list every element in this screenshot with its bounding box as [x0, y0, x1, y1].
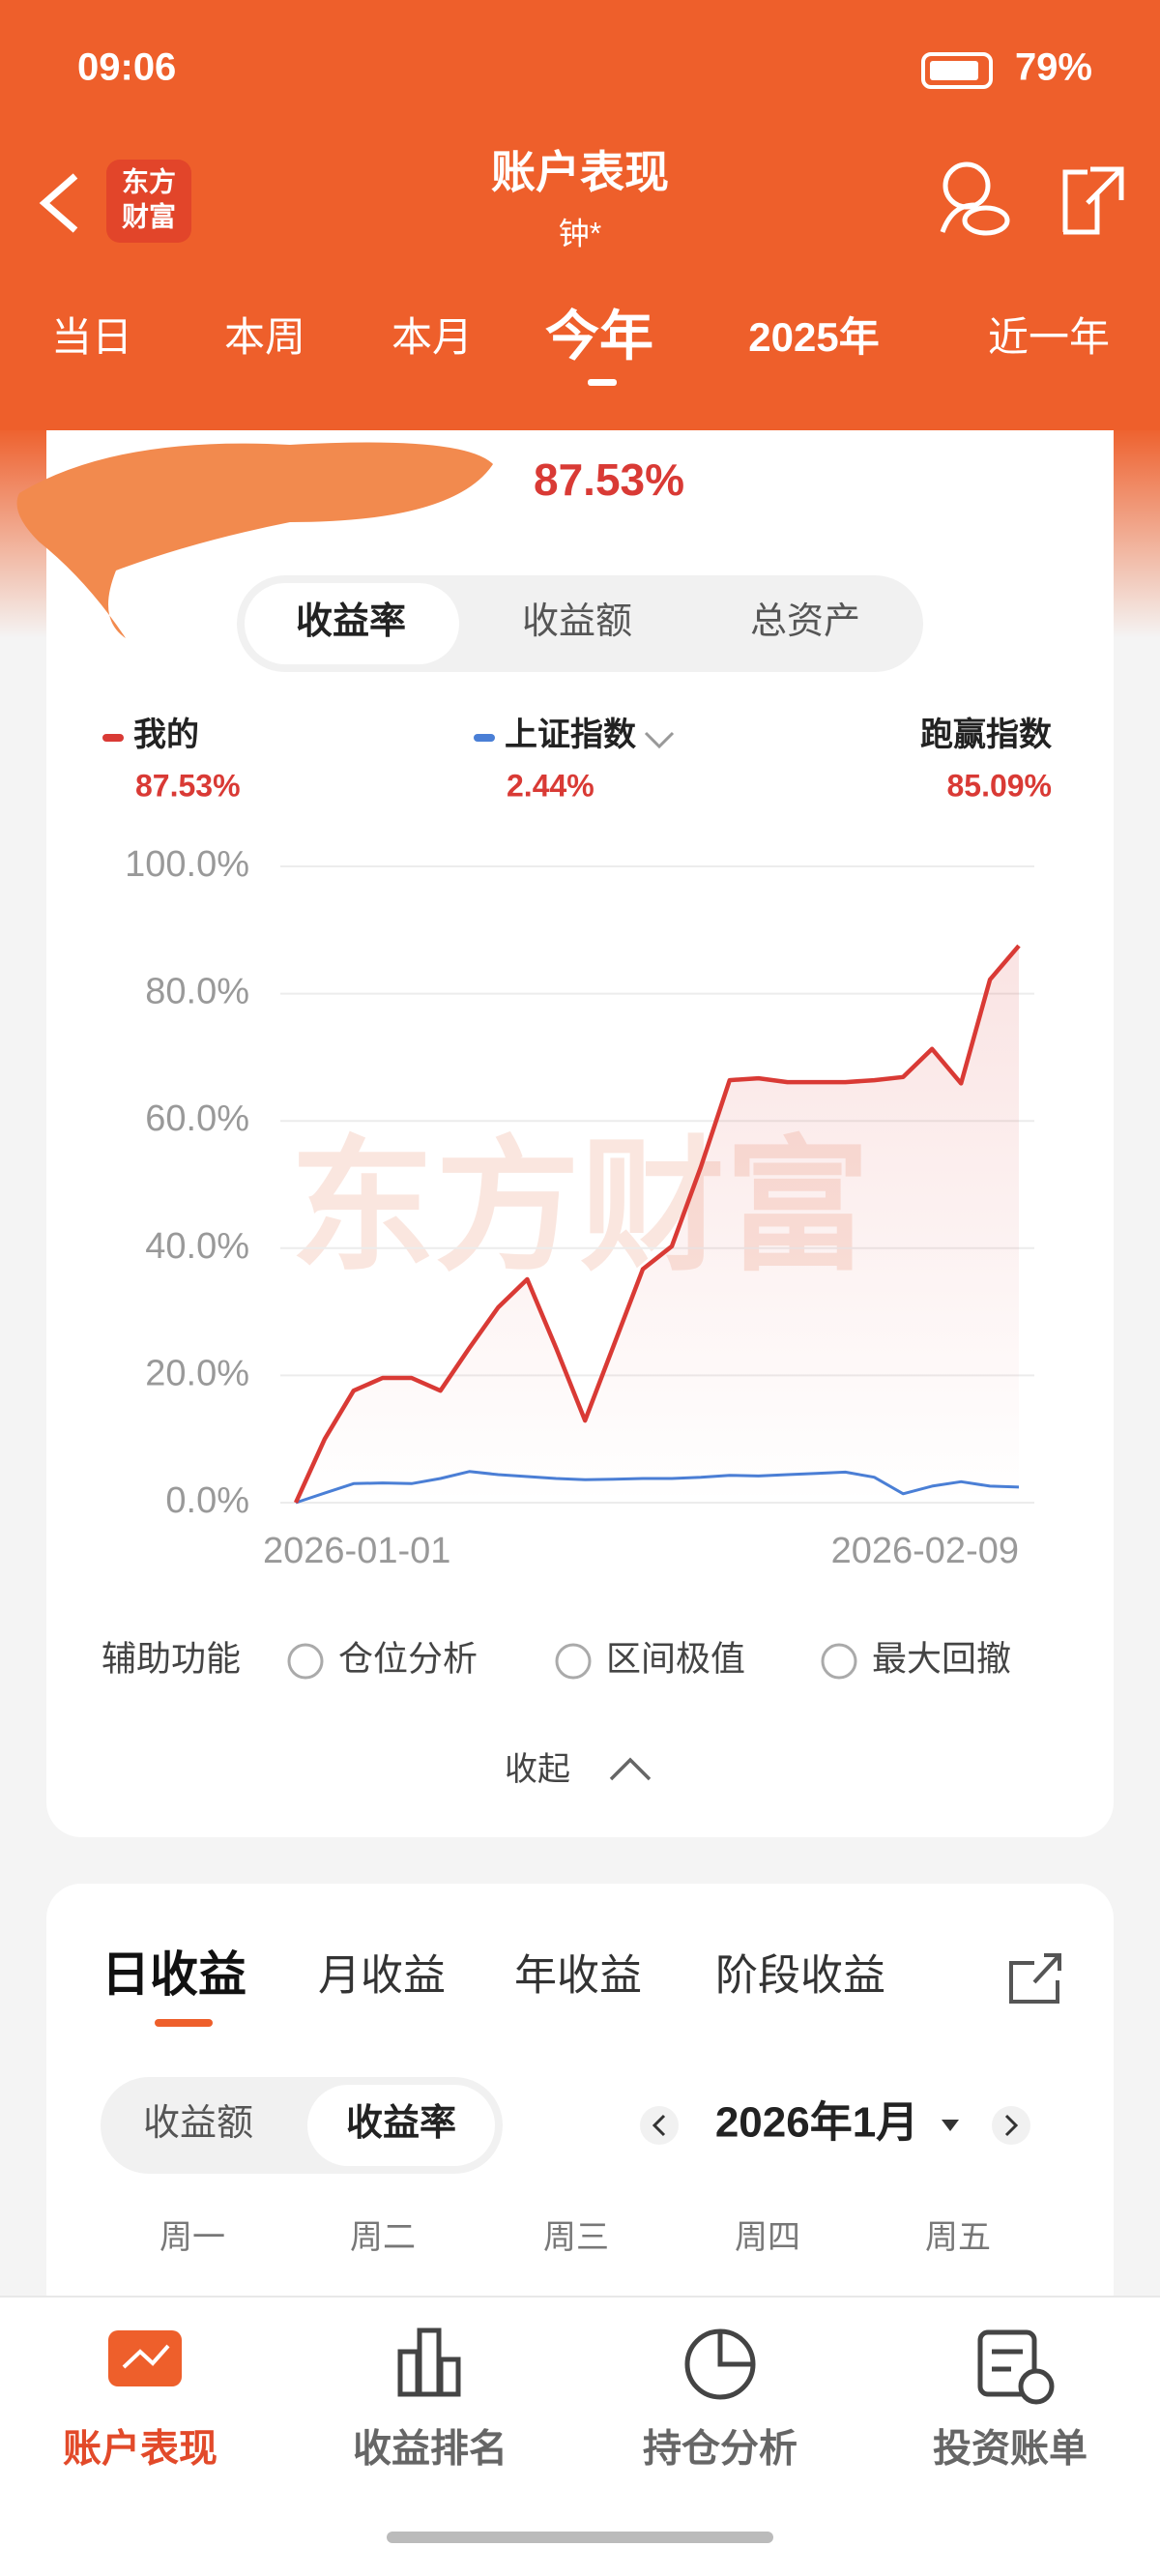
y-tick-label: 60.0% [145, 1098, 249, 1139]
income-tabs: 日收益 月收益 年收益 阶段收益 [102, 1947, 885, 2002]
y-tick-label: 20.0% [145, 1353, 249, 1393]
y-tick-label: 40.0% [145, 1226, 249, 1267]
period-tab[interactable]: 本周 [224, 314, 305, 360]
tools: 辅助功能 仓位分析 区间极值 最大回撤 [102, 1639, 1011, 1680]
period-tab[interactable]: 当日 [51, 314, 132, 360]
weekday: 周五 [925, 2219, 991, 2256]
y-tick-label: 100.0% [125, 844, 249, 885]
x-tick-label: 2026-02-09 [831, 1531, 1019, 1571]
x-tick-label: 2026-01-01 [263, 1531, 450, 1571]
weekday: 周四 [735, 2219, 800, 2256]
weekday: 周一 [160, 2219, 225, 2256]
nav-label[interactable]: 持仓分析 [643, 2428, 798, 2471]
legend-swatch [102, 734, 124, 742]
bottom-nav [0, 2297, 1160, 2576]
y-tick-label: 80.0% [145, 972, 249, 1012]
share-icon[interactable] [1062, 166, 1124, 235]
weekday: 周二 [350, 2219, 416, 2256]
nav-label[interactable]: 收益排名 [353, 2428, 508, 2471]
weekday: 周三 [543, 2219, 609, 2256]
tab-underline [588, 379, 617, 386]
metric-selected [245, 583, 459, 664]
collapse[interactable]: 收起 [505, 1751, 570, 1788]
legend-label: 上证指数 [505, 717, 636, 753]
home-indicator [387, 2532, 773, 2543]
next-arrow [1004, 2114, 1019, 2137]
metric-tab[interactable]: 收益额 [522, 601, 632, 642]
tools-label: 辅助功能 [102, 1639, 241, 1679]
tab-underline [155, 2019, 213, 2027]
period-tab[interactable]: 本月 [392, 314, 473, 360]
privacy-icon[interactable] [940, 161, 1010, 236]
legend-value: 2.44% [507, 768, 594, 803]
metric-tab[interactable]: 总资产 [750, 601, 860, 642]
redacted-name [16, 442, 493, 638]
battery-level [930, 61, 978, 80]
time: 09:06 [77, 46, 176, 89]
nav-icon [977, 2329, 1055, 2405]
period-tab[interactable]: 2025年 [748, 314, 879, 360]
period-tabs: 当日 本周 本月 今年 2025年 近一年 [51, 306, 1110, 386]
back-button[interactable] [39, 173, 78, 233]
toggle-selected [307, 2085, 495, 2166]
page-title: 账户表现 [491, 147, 669, 197]
nav-label[interactable]: 投资账单 [933, 2428, 1088, 2471]
series-line [293, 944, 1021, 1504]
legend-value: 85.09% [946, 768, 1052, 803]
legend-label: 我的 [133, 717, 199, 753]
logo [106, 160, 191, 243]
y-tick-label: 0.0% [165, 1480, 249, 1521]
logo-text: 东方 [122, 165, 176, 196]
legend: 上证指数 2.44% 我的 87.53% [102, 717, 636, 803]
radio[interactable] [287, 1643, 324, 1680]
month[interactable]: 2026年1月 [715, 2099, 918, 2147]
nav-label[interactable]: 账户表现 [63, 2428, 218, 2471]
nav-labels: 账户表现 收益排名 持仓分析 投资账单 [63, 2428, 1088, 2471]
weekdays: 周一 周二 周三 周四 周五 [160, 2219, 991, 2256]
account-name: 钟* [559, 216, 601, 250]
index-dropdown[interactable] [644, 731, 675, 749]
legend-swatch [474, 734, 495, 742]
legend-label: 跑赢指数 [920, 716, 1052, 753]
total-return: 87.53% [534, 454, 684, 505]
income-tab[interactable]: 阶段收益 [715, 1952, 885, 2000]
tool-option[interactable]: 最大回撤 [872, 1639, 1011, 1679]
prev-month[interactable] [640, 2106, 679, 2145]
plot: 0.0% 20.0% 40.0% 60.0% 80.0% 100.0% 2026-01-01… [125, 844, 1034, 1571]
radio[interactable] [555, 1643, 592, 1680]
collapse-icon[interactable] [609, 1757, 652, 1781]
tool-option[interactable]: 区间极值 [606, 1639, 745, 1679]
toggle-option[interactable]: 收益额 [143, 2103, 253, 2144]
export-icon[interactable] [1009, 1953, 1061, 2004]
period-tab[interactable]: 今年 [545, 306, 653, 366]
battery: 79% [1015, 46, 1092, 89]
income-tab[interactable]: 年收益 [514, 1952, 642, 2000]
area-fill [296, 946, 1019, 1503]
income-tab[interactable]: 月收益 [318, 1952, 446, 2000]
toggle-option[interactable]: 收益率 [346, 2103, 456, 2144]
logo-text: 财富 [122, 200, 176, 231]
prev-arrow [652, 2114, 666, 2137]
month-dropdown [942, 2120, 959, 2131]
period-tab[interactable]: 近一年 [988, 314, 1110, 360]
legend-value: 87.53% [135, 768, 241, 803]
income-tab[interactable]: 日收益 [102, 1947, 246, 2002]
metric-tab[interactable]: 收益率 [296, 601, 406, 642]
nav-icon-line [122, 2344, 170, 2369]
nav-icon [684, 2328, 756, 2400]
battery-icon [921, 52, 993, 89]
radio[interactable] [821, 1643, 857, 1680]
nav-icon [397, 2327, 461, 2397]
next-month[interactable] [992, 2106, 1030, 2145]
metric-tabs: 收益率 收益额 总资产 [296, 601, 860, 642]
tool-option[interactable]: 仓位分析 [338, 1639, 478, 1679]
